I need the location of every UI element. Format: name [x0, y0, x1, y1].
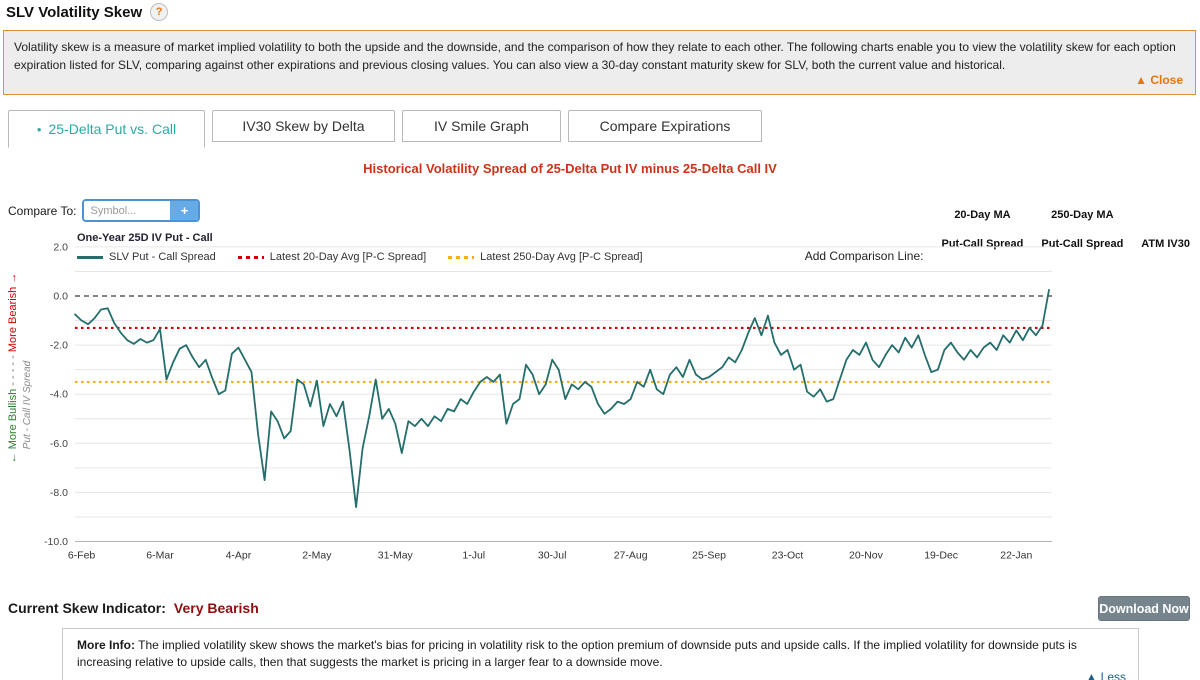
description-box: Volatility skew is a measure of market i… — [3, 30, 1196, 95]
current-skew-indicator: Current Skew Indicator: Very Bearish — [8, 600, 259, 616]
option-line1: 20-Day MA — [954, 209, 1011, 222]
help-icon[interactable]: ? — [150, 3, 169, 21]
legend-title: One-Year 25D IV Put - Call — [77, 232, 213, 244]
tab-25-delta-put-vs-call[interactable]: • 25-Delta Put vs. Call — [8, 110, 205, 148]
svg-text:0.0: 0.0 — [53, 291, 68, 303]
tab-bar: • 25-Delta Put vs. Call IV30 Skew by Del… — [8, 110, 762, 148]
legend-label: Latest 250-Day Avg [P-C Spread] — [480, 251, 643, 263]
svg-text:2-May: 2-May — [302, 550, 332, 562]
legend-item-250day-avg: Latest 250-Day Avg [P-C Spread] — [448, 251, 643, 263]
svg-text:6-Mar: 6-Mar — [146, 550, 174, 562]
svg-text:2.0: 2.0 — [53, 241, 68, 253]
svg-text:-10.0: -10.0 — [44, 536, 68, 548]
tab-compare-expirations[interactable]: Compare Expirations — [568, 110, 762, 142]
more-info-text: The implied volatility skew shows the ma… — [77, 638, 1077, 670]
tab-iv-smile-graph[interactable]: IV Smile Graph — [402, 110, 561, 142]
legend-item-20day-avg: Latest 20-Day Avg [P-C Spread] — [237, 251, 427, 263]
svg-text:-6.0: -6.0 — [50, 438, 68, 450]
symbol-input-group: + — [82, 199, 201, 222]
description-text: Volatility skew is a measure of market i… — [14, 40, 1176, 72]
more-info-label: More Info: — [77, 638, 135, 652]
add-comparison-label: Add Comparison Line: — [804, 249, 924, 264]
y-axis-title: Put - Call IV Spread — [22, 360, 33, 450]
svg-text:-8.0: -8.0 — [50, 487, 68, 499]
svg-text:4-Apr: 4-Apr — [226, 550, 252, 562]
symbol-input[interactable] — [84, 201, 171, 220]
compare-to-label: Compare To: — [8, 203, 77, 218]
svg-text:19-Dec: 19-Dec — [924, 550, 958, 562]
skew-indicator-label: Current Skew Indicator: — [8, 600, 166, 616]
svg-text:25-Sep: 25-Sep — [692, 550, 726, 562]
svg-text:-2.0: -2.0 — [50, 340, 68, 352]
legend-label: SLV Put - Call Spread — [109, 251, 216, 263]
svg-text:6-Feb: 6-Feb — [68, 550, 96, 562]
more-info-box: More Info: The implied volatility skew s… — [62, 628, 1139, 680]
download-now-button[interactable]: Download Now — [1098, 596, 1190, 621]
page-header: SLV Volatility Skew ? — [6, 3, 169, 21]
svg-text:22-Jan: 22-Jan — [1000, 550, 1032, 562]
active-tab-bullet-icon: • — [36, 121, 42, 137]
skew-indicator-value: Very Bearish — [173, 600, 259, 616]
tab-iv30-skew-by-delta[interactable]: IV30 Skew by Delta — [212, 110, 395, 142]
tab-label: IV30 Skew by Delta — [242, 118, 365, 134]
svg-text:23-Oct: 23-Oct — [772, 550, 804, 562]
svg-text:-4.0: -4.0 — [50, 389, 68, 401]
axis-dashes: - - - - - — [7, 352, 19, 389]
option-line1: 250-Day MA — [1051, 209, 1114, 222]
svg-text:31-May: 31-May — [378, 550, 414, 562]
left-axis-sentiment-label: ← More Bullish - - - - - More Bearish → — [7, 233, 23, 503]
add-symbol-button[interactable]: + — [170, 201, 199, 220]
more-bullish-label: ← More Bullish — [7, 388, 19, 464]
page-title: SLV Volatility Skew — [6, 3, 143, 21]
solid-line-swatch-icon — [77, 255, 103, 259]
legend-item-slv-spread: SLV Put - Call Spread — [77, 251, 216, 263]
svg-text:20-Nov: 20-Nov — [849, 550, 884, 562]
tab-label: Compare Expirations — [599, 118, 731, 134]
svg-text:27-Aug: 27-Aug — [614, 550, 648, 562]
comparison-option-atm-iv30[interactable]: ATM IV30 — [1141, 223, 1190, 266]
volatility-spread-chart: ← More Bullish - - - - - More Bearish → … — [0, 230, 1200, 575]
close-link[interactable]: ▲ Close — [1135, 73, 1183, 87]
tab-label: 25-Delta Put vs. Call — [48, 121, 177, 137]
compare-to-control: Compare To: + — [8, 199, 201, 222]
red-dotted-swatch-icon — [237, 255, 264, 259]
chart-plot-area: 2.0 0.0 -2.0 -4.0 -6.0 -8.0 -10.06-Feb 6-Mar 4-A… — [44, 241, 1052, 562]
svg-text:30-Jul: 30-Jul — [538, 550, 567, 562]
orange-dotted-swatch-icon — [448, 255, 475, 259]
more-bearish-label: More Bearish → — [7, 272, 19, 353]
svg-text:1-Jul: 1-Jul — [462, 550, 485, 562]
chart-title: Historical Volatility Spread of 25-Delta… — [363, 161, 777, 176]
legend-label: Latest 20-Day Avg [P-C Spread] — [269, 251, 427, 263]
option-line1: ATM IV30 — [1141, 237, 1190, 250]
chart-legend: SLV Put - Call Spread Latest 20-Day Avg … — [77, 251, 643, 263]
tab-label: IV Smile Graph — [434, 118, 529, 134]
less-link[interactable]: ▲ Less — [1085, 670, 1126, 680]
